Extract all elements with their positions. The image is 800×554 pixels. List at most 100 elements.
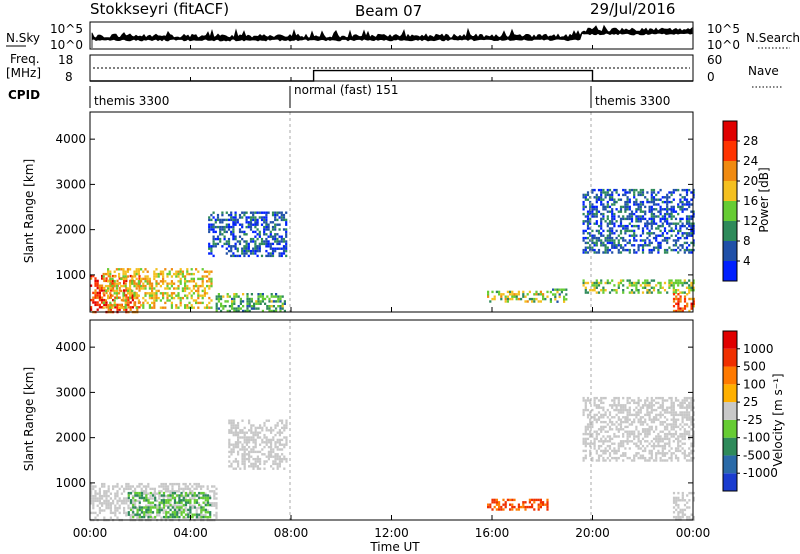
heatmap-cell	[107, 268, 110, 271]
heatmap-cell	[650, 210, 653, 213]
heatmap-cell	[90, 499, 93, 503]
heatmap-cell	[690, 442, 693, 445]
heatmap-cell	[162, 282, 165, 285]
heatmap-cell	[589, 217, 592, 221]
heatmap-cell	[256, 433, 259, 437]
heatmap-cell	[197, 482, 200, 486]
heatmap-cell	[190, 304, 193, 307]
heatmap-cell	[239, 300, 242, 303]
heatmap-cell	[228, 460, 231, 463]
heatmap-cell	[677, 404, 680, 407]
heatmap-cell	[114, 506, 117, 510]
heatmap-cell	[200, 514, 203, 517]
heatmap-cell	[195, 485, 198, 488]
heatmap-cell	[630, 224, 634, 228]
heatmap-cell	[526, 505, 529, 509]
y-tick-label: 1000	[55, 476, 86, 490]
heatmap-cell	[692, 449, 695, 453]
heatmap-cell	[661, 196, 664, 199]
heatmap-cell	[498, 501, 501, 504]
heatmap-cell	[633, 229, 636, 233]
heatmap-cell	[94, 284, 97, 287]
heatmap-cell	[615, 404, 618, 407]
heatmap-cell	[148, 280, 151, 283]
heatmap-cell	[109, 289, 112, 292]
heatmap-cell	[145, 496, 148, 500]
heatmap-cell	[617, 210, 620, 213]
heatmap-cell	[265, 254, 268, 258]
heatmap-cell	[109, 294, 112, 297]
heatmap-cell	[112, 289, 115, 292]
heatmap-cell	[242, 305, 245, 308]
heatmap-cell	[132, 506, 135, 509]
heatmap-cell	[685, 208, 689, 211]
heatmap-cell	[619, 229, 623, 233]
heatmap-cell	[142, 304, 145, 307]
heatmap-cell	[283, 455, 286, 458]
heatmap-cell	[675, 515, 678, 519]
heatmap-cell	[146, 282, 149, 285]
heatmap-cell	[219, 228, 222, 231]
heatmap-cell	[602, 459, 605, 462]
heatmap-cell	[246, 297, 249, 301]
heatmap-cell	[231, 300, 234, 303]
heatmap-cell	[96, 294, 99, 297]
heatmap-cell	[249, 228, 253, 231]
heatmap-cell	[135, 272, 138, 276]
heatmap-cell	[602, 244, 605, 247]
heatmap-cell	[549, 300, 552, 303]
heatmap-cell	[214, 225, 217, 229]
heatmap-cell	[646, 236, 649, 240]
heatmap-cell	[666, 222, 669, 225]
heatmap-cell	[652, 279, 656, 282]
heatmap-cell	[593, 236, 596, 240]
heatmap-cell	[690, 198, 693, 201]
heatmap-cell	[280, 216, 283, 219]
heatmap-cell	[659, 217, 662, 221]
heatmap-cell	[604, 251, 607, 254]
heatmap-cell	[195, 282, 198, 285]
heatmap-cell	[692, 241, 695, 245]
heatmap-cell	[675, 302, 678, 305]
heatmap-cell	[282, 228, 286, 231]
heatmap-cell	[144, 299, 147, 302]
heatmap-cell	[171, 482, 174, 486]
heatmap-cell	[685, 236, 689, 240]
heatmap-cell	[595, 244, 598, 247]
heatmap-cell	[278, 433, 281, 437]
heatmap-cell	[195, 513, 199, 516]
heatmap-cell	[98, 284, 101, 287]
heatmap-cell	[114, 492, 117, 495]
heatmap-cell	[90, 487, 93, 491]
heatmap-cell	[663, 217, 667, 221]
heatmap-cell	[214, 237, 217, 241]
heatmap-cell	[151, 492, 154, 495]
heatmap-cell	[238, 235, 242, 238]
heatmap-cell	[124, 277, 127, 281]
heatmap-cell	[283, 424, 286, 427]
heatmap-cell	[230, 213, 233, 217]
heatmap-cell	[595, 239, 598, 242]
heatmap-cell	[235, 293, 238, 296]
heatmap-cell	[111, 287, 114, 290]
heatmap-cell	[683, 406, 686, 409]
heatmap-cell	[593, 399, 596, 402]
heatmap-cell	[90, 511, 93, 515]
heatmap-cell	[604, 420, 607, 424]
heatmap-cell	[126, 275, 129, 278]
heatmap-cell	[178, 504, 181, 507]
heatmap-cell	[584, 281, 587, 285]
heatmap-cell	[143, 515, 146, 519]
heatmap-cell	[692, 413, 695, 417]
heatmap-cell	[674, 224, 678, 228]
heatmap-cell	[159, 306, 162, 309]
heatmap-cell	[248, 302, 251, 305]
heatmap-cell	[204, 508, 207, 512]
heatmap-cell	[586, 413, 590, 417]
x-tick-label: 12:00	[374, 526, 409, 540]
heatmap-cell	[171, 496, 174, 500]
heatmap-cell	[683, 188, 686, 192]
heatmap-cell	[228, 431, 231, 434]
heatmap-cell	[200, 487, 203, 491]
heatmap-cell	[589, 244, 592, 247]
